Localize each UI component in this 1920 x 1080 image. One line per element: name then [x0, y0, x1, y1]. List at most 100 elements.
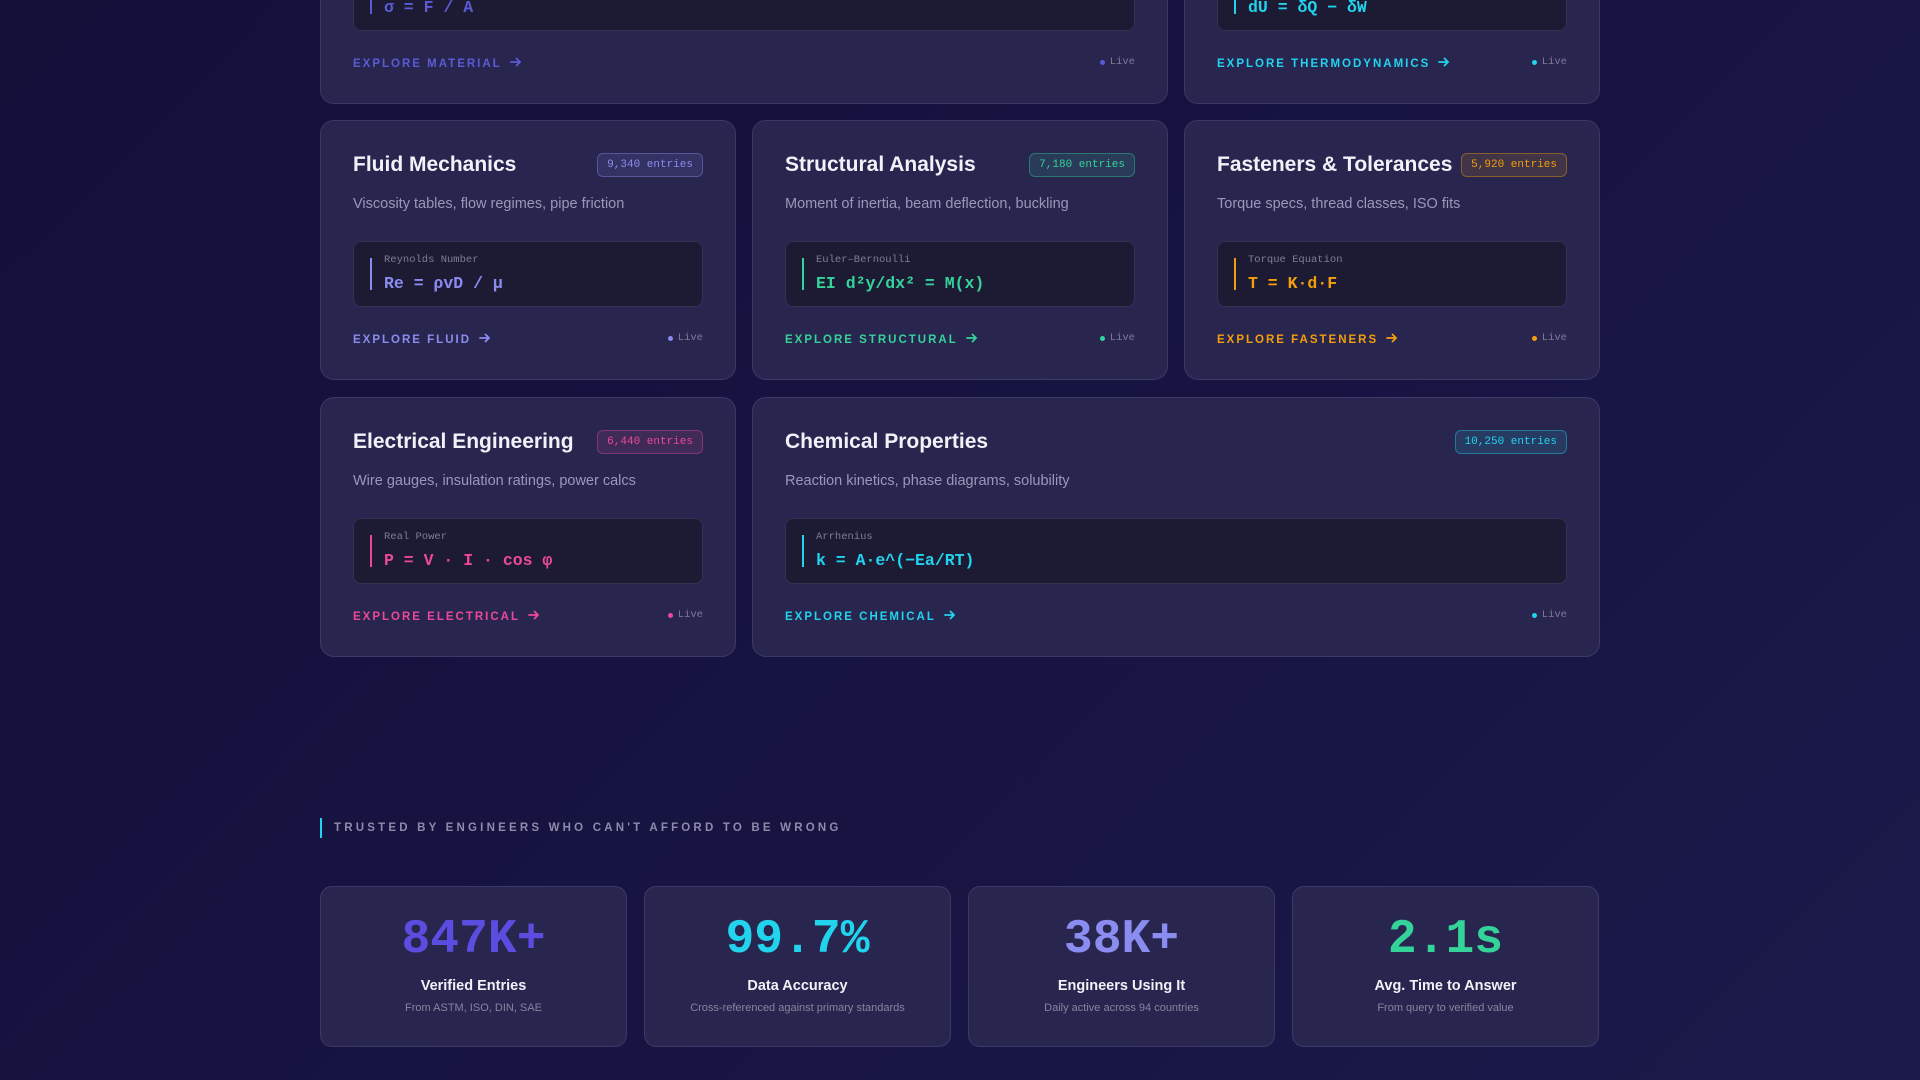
- card-title: Fluid Mechanics: [353, 153, 517, 176]
- status-text: Live: [1541, 332, 1567, 344]
- card-title: Electrical Engineering: [353, 430, 574, 453]
- explore-link[interactable]: EXPLORE ELECTRICAL: [353, 609, 540, 624]
- status-text: Live: [1541, 56, 1567, 68]
- explore-link[interactable]: EXPLORE THERMODYNAMICS: [1217, 56, 1450, 71]
- stat-value: 38K+: [1063, 913, 1180, 967]
- explore-text[interactable]: EXPLORE MATERIAL: [353, 57, 502, 70]
- arrow-icon: [1386, 332, 1398, 347]
- formula-accent: [370, 258, 372, 290]
- formula-box: Euler–Bernoulli EI d²y/dx² = M(x): [785, 241, 1135, 307]
- explore-text[interactable]: EXPLORE STRUCTURAL: [785, 333, 958, 346]
- entry-badge: 6,440 entries: [597, 430, 703, 454]
- formula: EI d²y/dx² = M(x): [816, 274, 985, 293]
- explore-link[interactable]: EXPLORE FLUID: [353, 332, 491, 347]
- card-description: Viscosity tables, flow regimes, pipe fri…: [353, 196, 625, 212]
- status-indicator: Live: [1531, 332, 1567, 344]
- card-title: Structural Analysis: [785, 153, 976, 176]
- arrow-icon: [479, 332, 491, 347]
- status-text: Live: [677, 609, 703, 621]
- arrow-icon: [965, 332, 978, 347]
- explore-link[interactable]: EXPLORE MATERIAL: [353, 56, 522, 71]
- status-dot: [1531, 335, 1537, 341]
- formula-box: Reynolds Number Re = ρvD / μ: [353, 241, 703, 307]
- formula-label: Reynolds Number: [384, 254, 479, 266]
- arrow-icon: [943, 609, 956, 624]
- category-card: σ = F / A EXPLORE MATERIAL Live: [320, 0, 1168, 104]
- arrow-icon: [509, 56, 522, 71]
- stat-note: Cross-referenced against primary standar…: [690, 1002, 905, 1014]
- explore-text[interactable]: EXPLORE THERMODYNAMICS: [1217, 57, 1431, 70]
- category-card: Structural Analysis 7,180 entries Moment o…: [752, 120, 1168, 380]
- stat-value: 2.1s: [1387, 913, 1504, 967]
- formula-accent: [370, 535, 372, 567]
- status-indicator: Live: [667, 332, 703, 344]
- card-description: Reaction kinetics, phase diagrams, solub…: [785, 473, 1070, 489]
- explore-text[interactable]: EXPLORE ELECTRICAL: [353, 610, 520, 623]
- category-card: dU = δQ − δW EXPLORE THERMODYNAMICS Live: [1184, 0, 1600, 104]
- card-title: Chemical Properties: [785, 430, 989, 453]
- status-dot: [1099, 335, 1105, 341]
- stat-note: From query to verified value: [1377, 1002, 1514, 1014]
- category-card: Chemical Properties 10,250 entries Reactio…: [752, 397, 1600, 657]
- formula: P = V · I · cos φ: [384, 551, 553, 570]
- stat-note: From ASTM, ISO, DIN, SAE: [405, 1002, 542, 1014]
- stat-label: Verified Entries: [420, 978, 527, 994]
- status-dot: [1531, 612, 1537, 618]
- stat-card: 847K+ Verified Entries From ASTM, ISO, DIN…: [320, 886, 627, 1047]
- formula-label: Arrhenius: [816, 531, 873, 543]
- status-dot: [1099, 59, 1105, 65]
- formula-box: Torque Equation T = K·d·F: [1217, 241, 1567, 307]
- formula-box: Real Power P = V · I · cos φ: [353, 518, 703, 584]
- formula-accent: [802, 258, 804, 290]
- formula: Re = ρvD / μ: [384, 274, 503, 293]
- entry-badge: 5,920 entries: [1461, 153, 1567, 177]
- status-indicator: Live: [1099, 332, 1135, 344]
- status-text: Live: [1109, 332, 1135, 344]
- formula: σ = F / A: [384, 0, 474, 17]
- status-text: Live: [1541, 609, 1567, 621]
- explore-link[interactable]: EXPLORE CHEMICAL: [785, 609, 956, 624]
- explore-text[interactable]: EXPLORE CHEMICAL: [785, 610, 936, 623]
- formula-accent: [802, 535, 804, 567]
- explore-text[interactable]: EXPLORE FASTENERS: [1217, 333, 1379, 346]
- formula-box: Arrhenius k = A·e^(−Ea/RT): [785, 518, 1567, 584]
- entry-badge: 10,250 entries: [1454, 430, 1567, 454]
- formula: k = A·e^(−Ea/RT): [816, 551, 975, 570]
- stat-note: Daily active across 94 countries: [1044, 1002, 1199, 1014]
- stat-value: 99.7%: [725, 913, 870, 967]
- card-title: Fasteners & Tolerances: [1217, 153, 1453, 176]
- status-indicator: Live: [667, 609, 703, 621]
- category-card: Fasteners & Tolerances 5,920 entries Torqu…: [1184, 120, 1600, 380]
- explore-text[interactable]: EXPLORE FLUID: [353, 333, 472, 346]
- formula-label: Euler–Bernoulli: [816, 254, 911, 266]
- formula-label: Real Power: [384, 531, 448, 543]
- stat-card: 99.7% Data Accuracy Cross-referenced again…: [644, 886, 951, 1047]
- formula: dU = δQ − δW: [1248, 0, 1367, 17]
- explore-link[interactable]: EXPLORE FASTENERS: [1217, 332, 1398, 347]
- stat-card: 2.1s Avg. Time to Answer From query to ver…: [1292, 886, 1599, 1047]
- arrow-icon: [528, 609, 540, 624]
- status-dot: [667, 612, 673, 618]
- status-text: Live: [1109, 56, 1135, 68]
- formula-accent: [1234, 0, 1236, 14]
- status-dot: [1531, 59, 1537, 65]
- entry-badge: 7,180 entries: [1029, 153, 1135, 177]
- section-heading: TRUSTED BY ENGINEERS WHO CAN'T AFFORD TO…: [320, 818, 842, 838]
- formula-accent: [1234, 258, 1236, 290]
- status-indicator: Live: [1531, 609, 1567, 621]
- formula-accent: [370, 0, 372, 14]
- category-card: Fluid Mechanics 9,340 entries Viscosity ta…: [320, 120, 736, 380]
- category-card: Electrical Engineering 6,440 entries Wire …: [320, 397, 736, 657]
- formula: T = K·d·F: [1248, 274, 1338, 293]
- formula-box: σ = F / A: [353, 0, 1135, 31]
- card-description: Torque specs, thread classes, ISO fits: [1217, 196, 1461, 212]
- status-text: Live: [677, 332, 703, 344]
- card-description: Moment of inertia, beam deflection, buck…: [785, 196, 1069, 212]
- explore-link[interactable]: EXPLORE STRUCTURAL: [785, 332, 978, 347]
- stat-label: Avg. Time to Answer: [1374, 978, 1517, 994]
- card-description: Wire gauges, insulation ratings, power c…: [353, 473, 636, 489]
- formula-box: dU = δQ − δW: [1217, 0, 1567, 31]
- stat-label: Data Accuracy: [747, 978, 848, 994]
- stat-card: 38K+ Engineers Using It Daily active acros…: [968, 886, 1275, 1047]
